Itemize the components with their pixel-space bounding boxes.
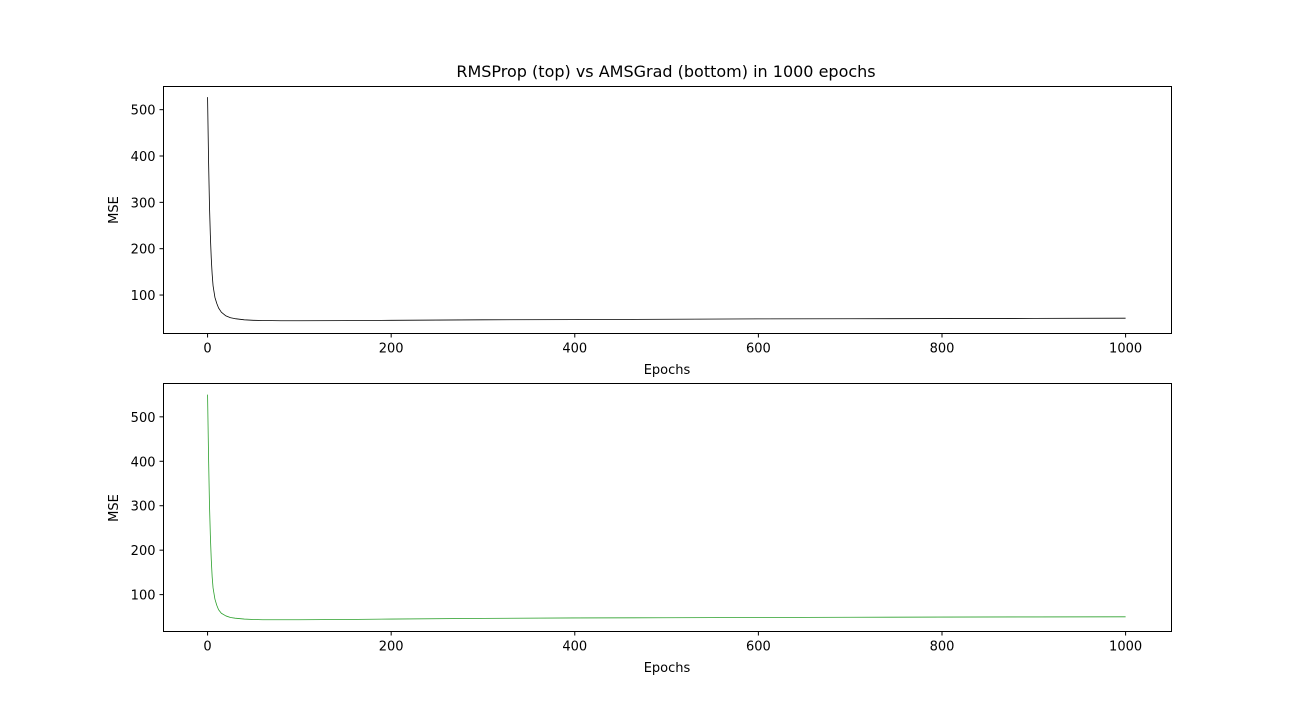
bottom-y-tick-label: 300 [131, 500, 156, 515]
top-y-tick-label: 100 [131, 289, 156, 304]
top-mse-line [207, 97, 1126, 322]
top-x-tick-label: 200 [379, 342, 404, 357]
top-y-tick-label: 500 [131, 104, 156, 119]
top-x-tick-label: 600 [746, 342, 771, 357]
top-series [207, 97, 1126, 322]
top-x-axis-label: Epochs [644, 363, 691, 378]
bottom-y-tick-label: 400 [131, 455, 156, 470]
bottom-y-axis-label: MSE [107, 494, 122, 522]
top-y-axis-label: MSE [107, 196, 122, 224]
top-x-tick-label: 800 [930, 342, 955, 357]
bottom-x-tick-label: 0 [203, 640, 211, 655]
bottom-ticks: 0 200 400 600 800 1000 100 200 300 400 500 [131, 411, 1142, 655]
top-y-tick-label: 400 [131, 150, 156, 165]
bottom-mse-line [207, 394, 1126, 621]
bottom-x-tick-label: 600 [746, 640, 771, 655]
bottom-x-tick-label: 1000 [1109, 640, 1142, 655]
top-x-tick-label: 400 [562, 342, 587, 357]
top-x-tick-label: 1000 [1109, 342, 1142, 357]
bottom-y-tick-label: 500 [131, 411, 156, 426]
top-ticks: 0 200 400 600 800 1000 100 200 300 400 500 [131, 104, 1142, 357]
bottom-x-tick-label: 800 [930, 640, 955, 655]
bottom-y-tick-label: 100 [131, 589, 156, 604]
top-x-tick-label: 0 [203, 342, 211, 357]
bottom-x-tick-label: 200 [379, 640, 404, 655]
top-y-tick-label: 200 [131, 243, 156, 258]
bottom-axes-frame [163, 383, 1172, 632]
bottom-x-tick-label: 400 [562, 640, 587, 655]
bottom-series [207, 394, 1126, 621]
bottom-x-axis-label: Epochs [644, 661, 691, 676]
top-y-tick-label: 300 [131, 196, 156, 211]
top-axes-frame [163, 86, 1172, 334]
bottom-y-tick-label: 200 [131, 544, 156, 559]
chart-title: RMSProp (top) vs AMSGrad (bottom) in 100… [456, 62, 875, 81]
